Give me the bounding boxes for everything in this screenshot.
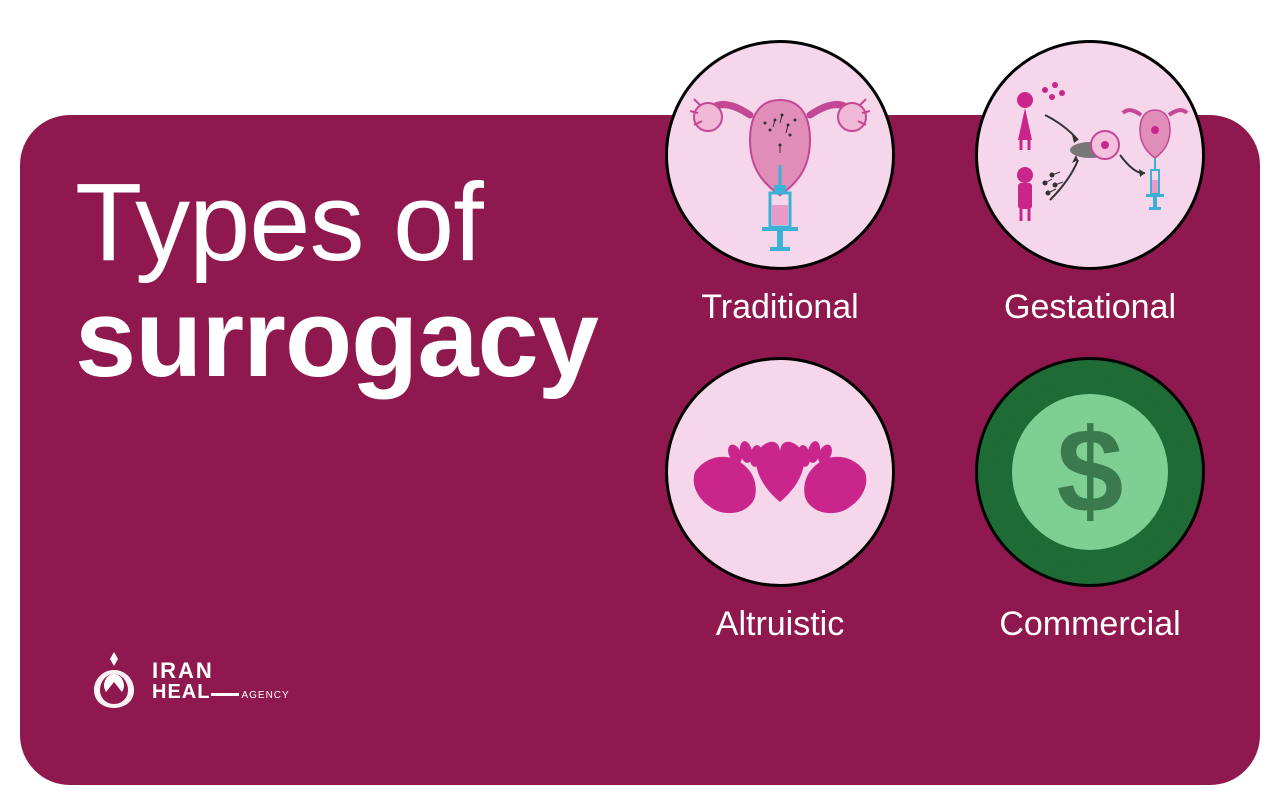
logo-text: IRAN HEALAGENCY: [152, 660, 239, 702]
commercial-icon: $: [975, 357, 1205, 587]
title-line1: Types of: [75, 165, 598, 281]
commercial-label: Commercial: [999, 605, 1180, 644]
cell-commercial: $ Commercial: [960, 357, 1220, 644]
traditional-icon: [665, 40, 895, 270]
cell-gestational: Gestational: [960, 40, 1220, 327]
brand-logo: IRAN HEALAGENCY: [90, 652, 239, 710]
logo-line1: IRAN: [152, 660, 239, 682]
gestational-icon: [975, 40, 1205, 270]
altruistic-label: Altruistic: [716, 605, 844, 644]
logo-bar-icon: [211, 693, 239, 696]
gestational-label: Gestational: [1004, 288, 1176, 327]
infographic-card: Types of surrogacy: [20, 115, 1260, 785]
title-block: Types of surrogacy: [75, 165, 598, 396]
cell-altruistic: Altruistic: [650, 357, 910, 644]
logo-mark-icon: [90, 652, 138, 710]
traditional-label: Traditional: [701, 288, 858, 327]
types-grid: Traditional: [650, 40, 1220, 644]
title-line2: surrogacy: [75, 281, 598, 397]
svg-text:$: $: [1057, 404, 1124, 538]
logo-line2-a: HEAL: [152, 681, 210, 703]
cell-traditional: Traditional: [650, 40, 910, 327]
logo-agency: AGENCY: [241, 691, 289, 701]
altruistic-icon: [665, 357, 895, 587]
logo-line2: HEALAGENCY: [152, 682, 239, 702]
